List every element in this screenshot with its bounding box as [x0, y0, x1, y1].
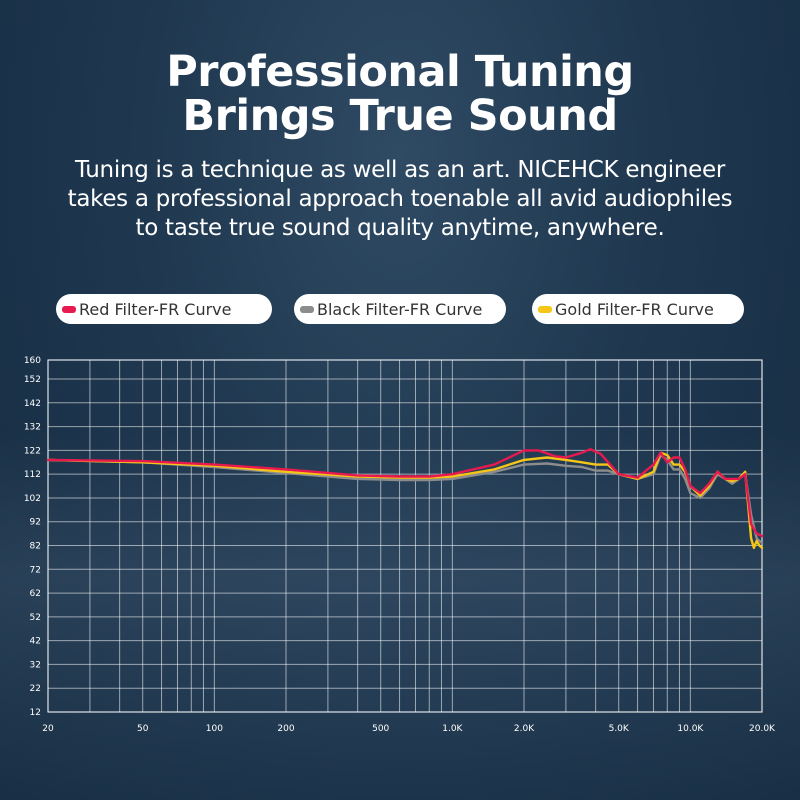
x-tick-label: 50 — [137, 724, 149, 734]
y-tick-label: 112 — [24, 470, 41, 480]
y-tick-label: 122 — [24, 446, 41, 456]
y-tick-label: 62 — [30, 589, 41, 599]
legend-label-gold: Gold Filter-FR Curve — [555, 299, 714, 319]
legend-item-black: Black Filter-FR Curve — [294, 294, 506, 324]
y-tick-label: 52 — [30, 613, 41, 623]
chart-ticks: 12 22 32 42 52 62 72 82 92 102 112 122 132 142 152 160 2… — [24, 356, 776, 734]
x-tick-label: 20 — [42, 724, 54, 734]
description-line-3: to taste true sound quality anytime, any… — [135, 215, 665, 241]
chart-series — [46, 447, 764, 550]
y-tick-label: 82 — [30, 542, 41, 552]
red-swatch-icon — [62, 305, 76, 313]
legend-label-red: Red Filter-FR Curve — [79, 299, 232, 319]
y-tick-label: 42 — [30, 637, 41, 647]
x-tick-label: 2.0K — [514, 724, 535, 734]
series-line — [46, 447, 764, 538]
x-tick-label: 500 — [372, 724, 389, 734]
y-tick-label: 142 — [24, 399, 41, 409]
y-tick-label: 92 — [30, 518, 41, 528]
plot-frame — [47, 359, 763, 713]
series-line — [46, 451, 764, 550]
legend-label-black: Black Filter-FR Curve — [317, 299, 483, 319]
description-line-2: takes a professional approach toenable a… — [67, 186, 733, 212]
x-tick-label: 1.0K — [442, 724, 463, 734]
y-tick-label: 72 — [30, 565, 41, 575]
legend-item-gold: Gold Filter-FR Curve — [532, 294, 744, 324]
y-tick-label: 12 — [30, 708, 41, 718]
chart-grid — [47, 359, 763, 713]
y-tick-label: 32 — [30, 660, 41, 670]
title-line-2: Brings True Sound — [182, 91, 618, 141]
x-tick-label: 200 — [277, 724, 294, 734]
y-tick-label: 160 — [24, 356, 41, 366]
y-tick-label: 132 — [24, 423, 41, 433]
x-tick-label: 10.0K — [677, 724, 704, 734]
grey-swatch-icon — [300, 305, 314, 313]
legend-item-red: Red Filter-FR Curve — [56, 294, 272, 324]
description: Tuning is a technique as well as an art.… — [0, 156, 800, 243]
title-line-1: Professional Tuning — [166, 47, 634, 97]
x-tick-label: 100 — [206, 724, 223, 734]
x-tick-label: 20.0K — [749, 724, 776, 734]
page-title: Professional Tuning Brings True Sound — [0, 50, 800, 138]
gold-swatch-icon — [538, 305, 552, 313]
description-line-1: Tuning is a technique as well as an art.… — [75, 157, 725, 183]
x-tick-label: 5.0K — [609, 724, 630, 734]
y-tick-label: 102 — [24, 494, 41, 504]
y-tick-label: 152 — [24, 375, 41, 385]
frequency-response-chart: 12 22 32 42 52 62 72 82 92 102 112 122 132 142 152 160 2… — [24, 356, 776, 734]
y-tick-label: 22 — [30, 684, 41, 694]
